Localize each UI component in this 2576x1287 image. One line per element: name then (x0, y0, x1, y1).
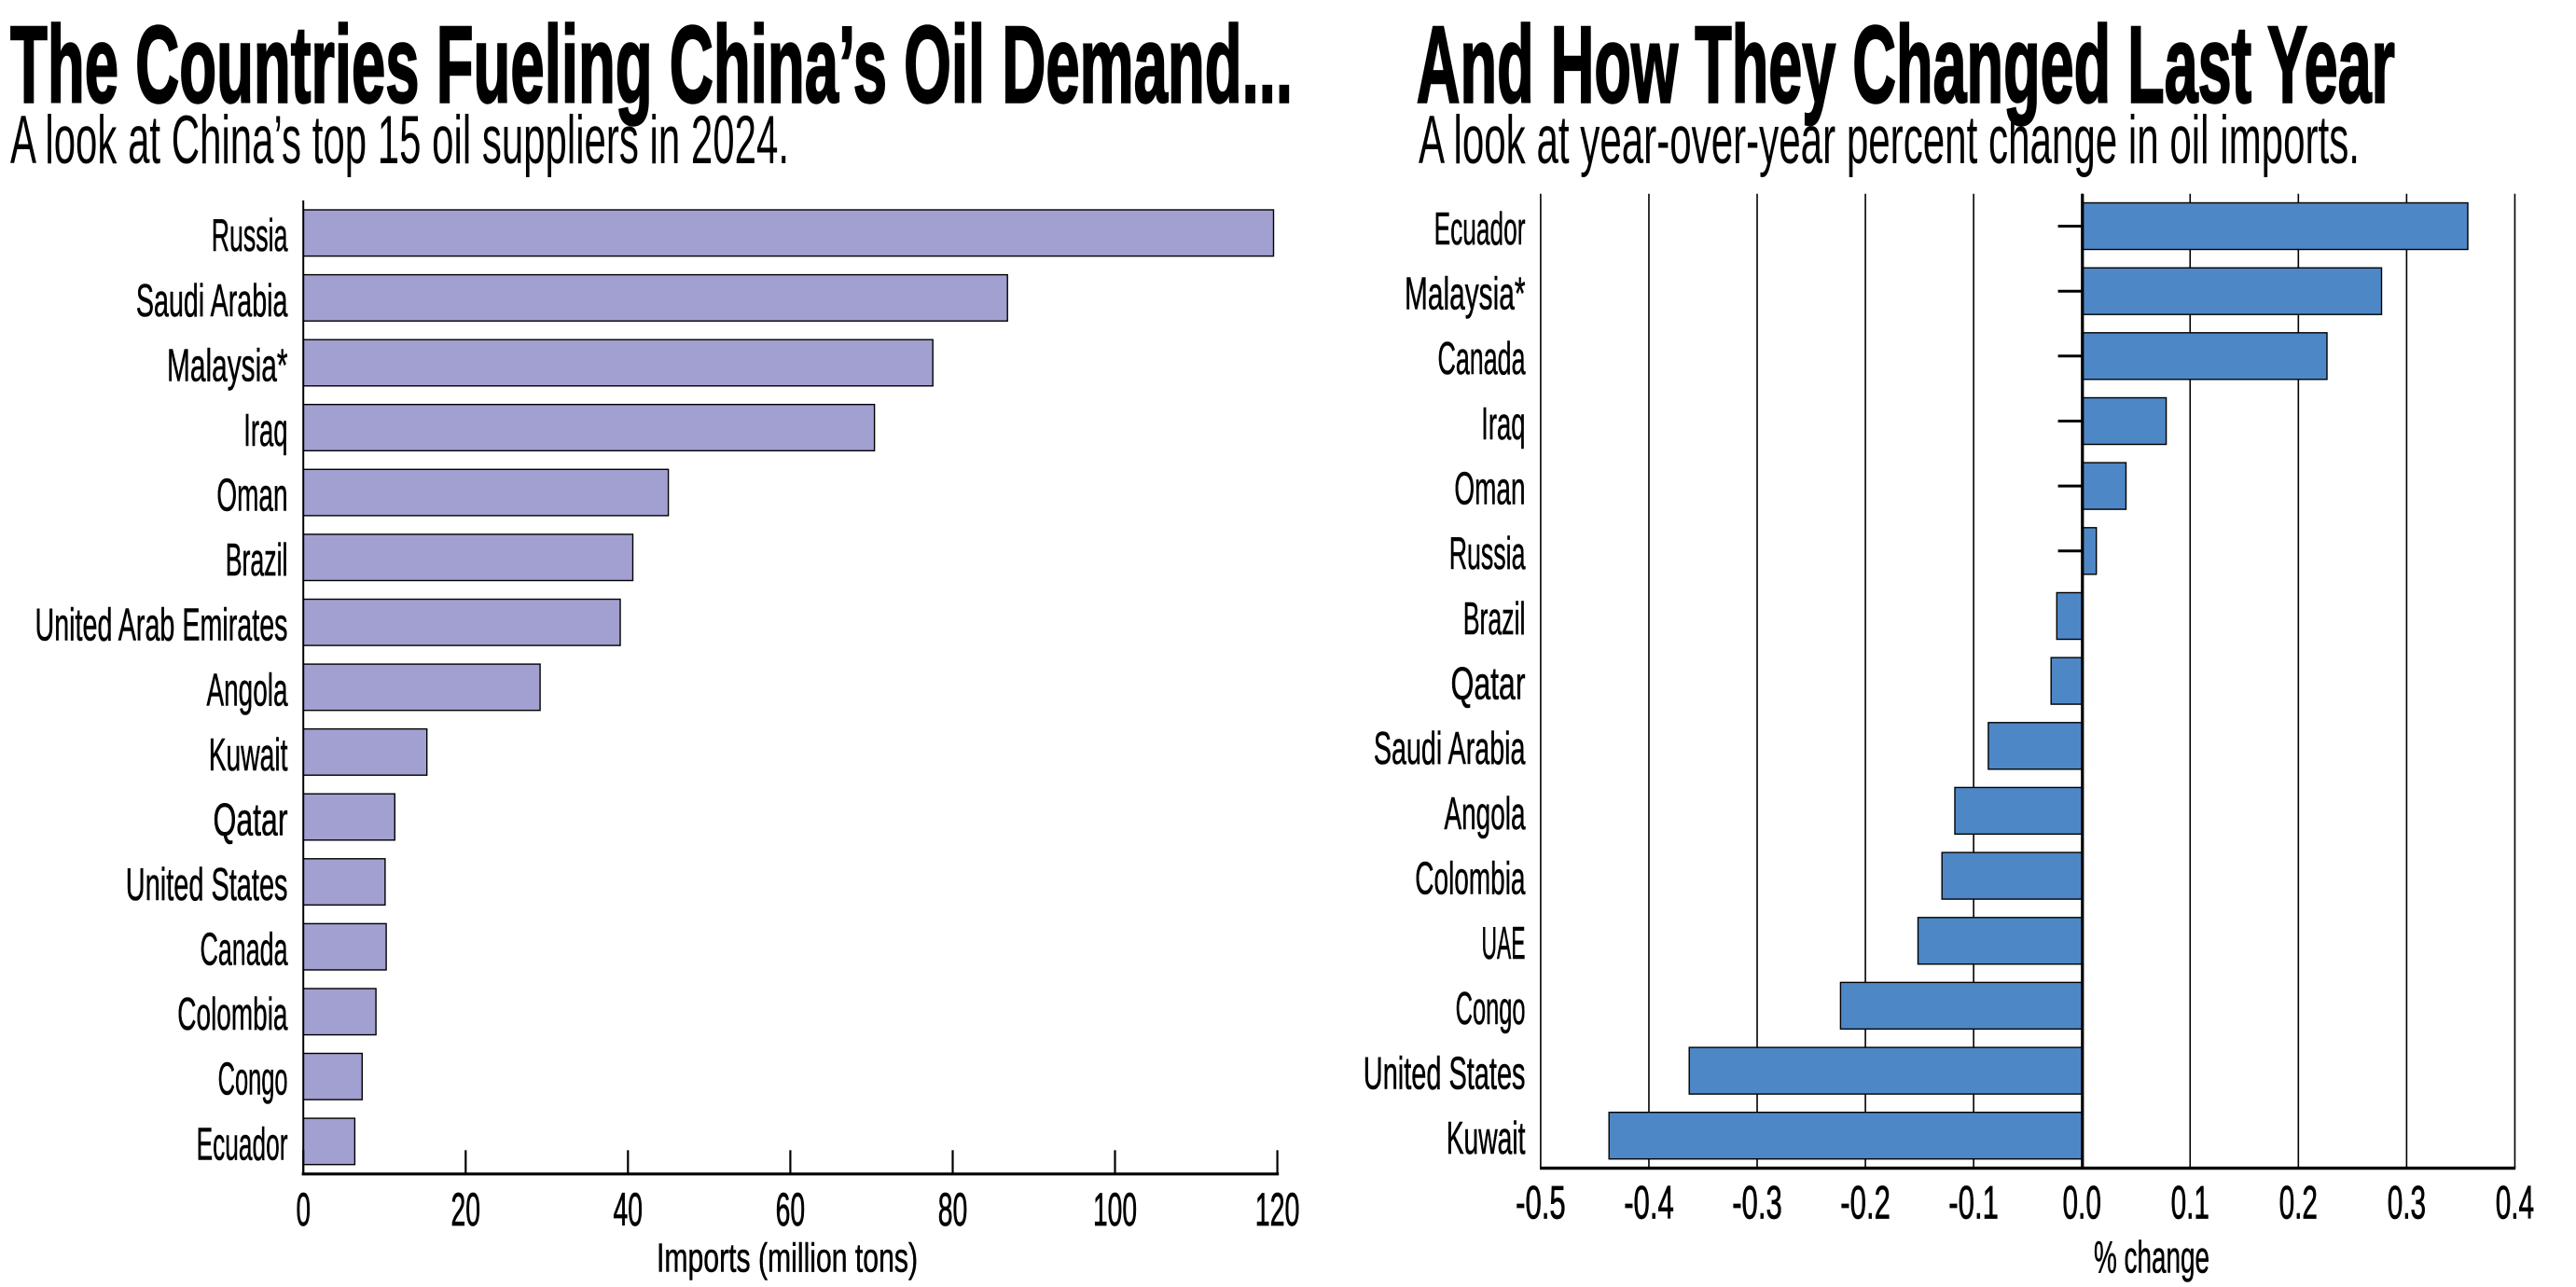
svg-text:80: 80 (938, 1183, 968, 1236)
svg-text:40: 40 (614, 1183, 644, 1236)
svg-text:UAE: UAE (1482, 918, 1526, 969)
svg-text:-0.3: -0.3 (1732, 1176, 1782, 1228)
svg-text:20: 20 (451, 1183, 481, 1236)
svg-text:The Countries Fueling China’s: The Countries Fueling China’s Oil Demand… (10, 5, 1293, 126)
svg-text:Colombia: Colombia (1415, 853, 1525, 905)
svg-text:Qatar: Qatar (214, 794, 288, 845)
svg-text:% change: % change (2094, 1234, 2209, 1283)
svg-text:0.0: 0.0 (2063, 1176, 2101, 1228)
svg-text:Saudi Arabia: Saudi Arabia (136, 275, 288, 326)
svg-text:Kuwait: Kuwait (1447, 1113, 1526, 1164)
svg-text:0.2: 0.2 (2279, 1176, 2318, 1228)
svg-text:Colombia: Colombia (177, 989, 287, 1040)
svg-text:Congo: Congo (1456, 983, 1526, 1034)
svg-text:Oman: Oman (1454, 464, 1525, 515)
svg-text:United Arab Emirates: United Arab Emirates (35, 600, 288, 651)
svg-text:Iraq: Iraq (243, 405, 287, 456)
svg-text:Saudi Arabia: Saudi Arabia (1374, 723, 1526, 774)
svg-text:0.1: 0.1 (2171, 1176, 2209, 1228)
svg-text:Angola: Angola (1445, 788, 1526, 839)
svg-text:Russia: Russia (212, 210, 288, 261)
svg-text:Oman: Oman (216, 470, 287, 521)
svg-text:0: 0 (296, 1183, 311, 1236)
svg-text:A look at China’s top 15 oil s: A look at China’s top 15 oil suppliers i… (10, 103, 789, 178)
svg-text:0.3: 0.3 (2388, 1176, 2426, 1228)
svg-text:Iraq: Iraq (1481, 398, 1525, 450)
svg-text:Canada: Canada (201, 924, 288, 976)
svg-text:Ecuador: Ecuador (1434, 203, 1526, 255)
svg-text:Russia: Russia (1449, 528, 1526, 579)
svg-text:Malaysia*: Malaysia* (1405, 269, 1526, 320)
svg-text:A look at year-over-year perce: A look at year-over-year percent change … (1419, 103, 2360, 178)
svg-text:-0.4: -0.4 (1624, 1176, 1674, 1228)
svg-text:Kuwait: Kuwait (209, 729, 288, 781)
svg-text:Malaysia*: Malaysia* (167, 339, 288, 391)
svg-text:Ecuador: Ecuador (197, 1118, 288, 1169)
svg-text:United States: United States (126, 859, 288, 910)
svg-text:Brazil: Brazil (226, 534, 288, 586)
svg-text:United States: United States (1364, 1048, 1526, 1100)
svg-text:And How They Changed Last Year: And How They Changed Last Year (1417, 5, 2395, 126)
svg-text:0.4: 0.4 (2496, 1176, 2534, 1228)
svg-text:Imports (million tons): Imports (million tons) (657, 1236, 918, 1281)
svg-text:-0.1: -0.1 (1948, 1176, 1999, 1228)
svg-text:100: 100 (1093, 1183, 1137, 1236)
svg-text:Canada: Canada (1438, 333, 1526, 384)
svg-text:Angola: Angola (207, 664, 288, 715)
svg-text:Brazil: Brazil (1463, 593, 1526, 644)
svg-text:120: 120 (1255, 1183, 1300, 1236)
svg-text:-0.2: -0.2 (1840, 1176, 1890, 1228)
svg-text:60: 60 (776, 1183, 806, 1236)
svg-text:Congo: Congo (218, 1054, 288, 1105)
svg-text:Qatar: Qatar (1451, 658, 1526, 710)
svg-text:-0.5: -0.5 (1516, 1176, 1566, 1228)
